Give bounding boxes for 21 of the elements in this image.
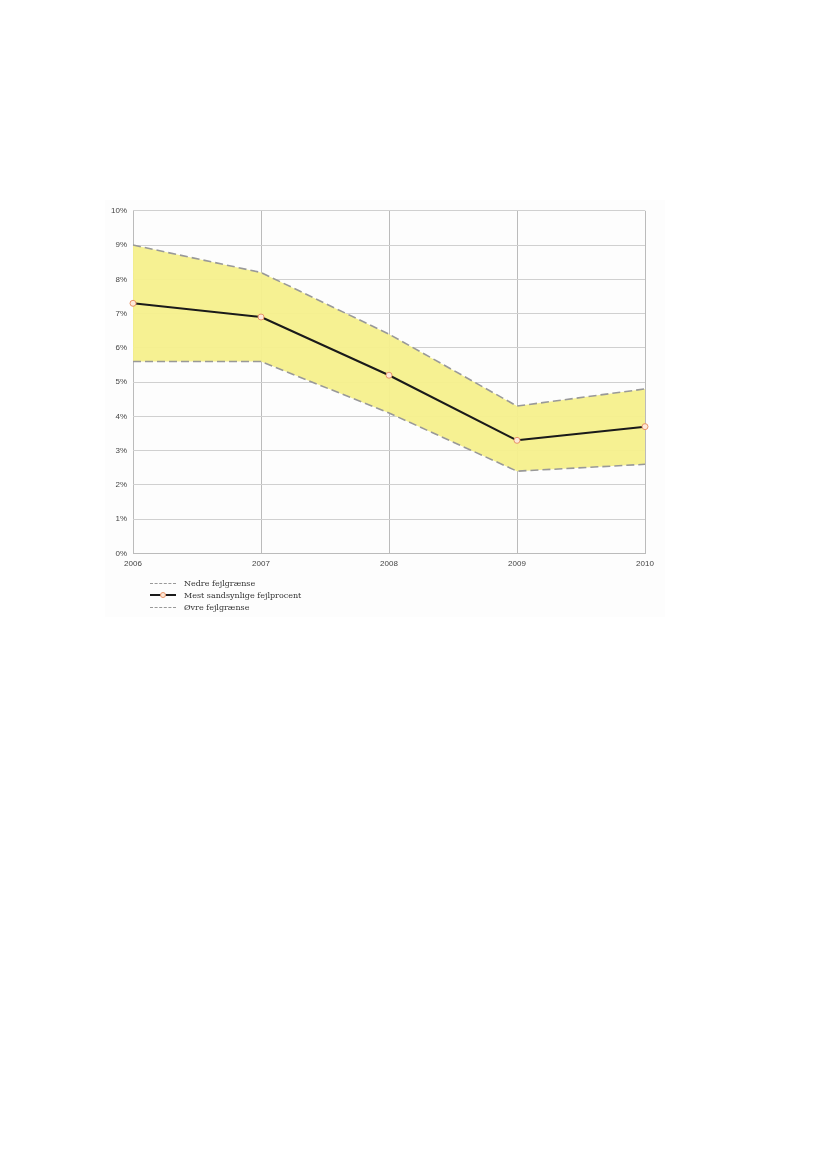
x-tick-label: 2006 xyxy=(124,559,143,569)
y-tick-label: 1% xyxy=(115,514,128,524)
y-tick-label: 4% xyxy=(115,411,128,421)
line-series xyxy=(132,244,646,407)
line-series xyxy=(132,360,646,472)
y-tick-label: 3% xyxy=(115,445,128,455)
y-tick-label: 6% xyxy=(115,343,128,353)
y-tick-label: 0% xyxy=(115,548,128,558)
x-tick-label: 2007 xyxy=(252,559,271,569)
y-tick-label: 9% xyxy=(115,240,128,250)
legend-label: Mest sandsynlige fejlprocent xyxy=(184,590,302,600)
y-tick-label: 10% xyxy=(111,206,128,215)
x-tick-label: 2008 xyxy=(380,559,399,569)
x-tick-label: 2009 xyxy=(508,559,527,569)
y-tick-label: 2% xyxy=(115,480,128,490)
y-tick-label: 5% xyxy=(115,377,128,387)
legend-label: Øvre fejlgrænse xyxy=(184,602,250,612)
legend-label: Nedre fejlgrænse xyxy=(184,578,256,588)
y-tick-label: 7% xyxy=(115,308,128,318)
y-tick-label: 8% xyxy=(115,274,128,284)
x-tick-label: 2010 xyxy=(636,559,655,569)
